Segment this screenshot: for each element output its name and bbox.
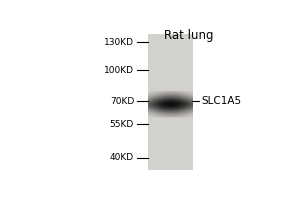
Text: 55KD: 55KD xyxy=(110,120,134,129)
Text: SLC1A5: SLC1A5 xyxy=(201,96,242,106)
Text: 40KD: 40KD xyxy=(110,153,134,162)
Text: Rat lung: Rat lung xyxy=(164,29,213,42)
Text: 70KD: 70KD xyxy=(110,97,134,106)
Text: 130KD: 130KD xyxy=(104,38,134,47)
Text: 100KD: 100KD xyxy=(104,66,134,75)
